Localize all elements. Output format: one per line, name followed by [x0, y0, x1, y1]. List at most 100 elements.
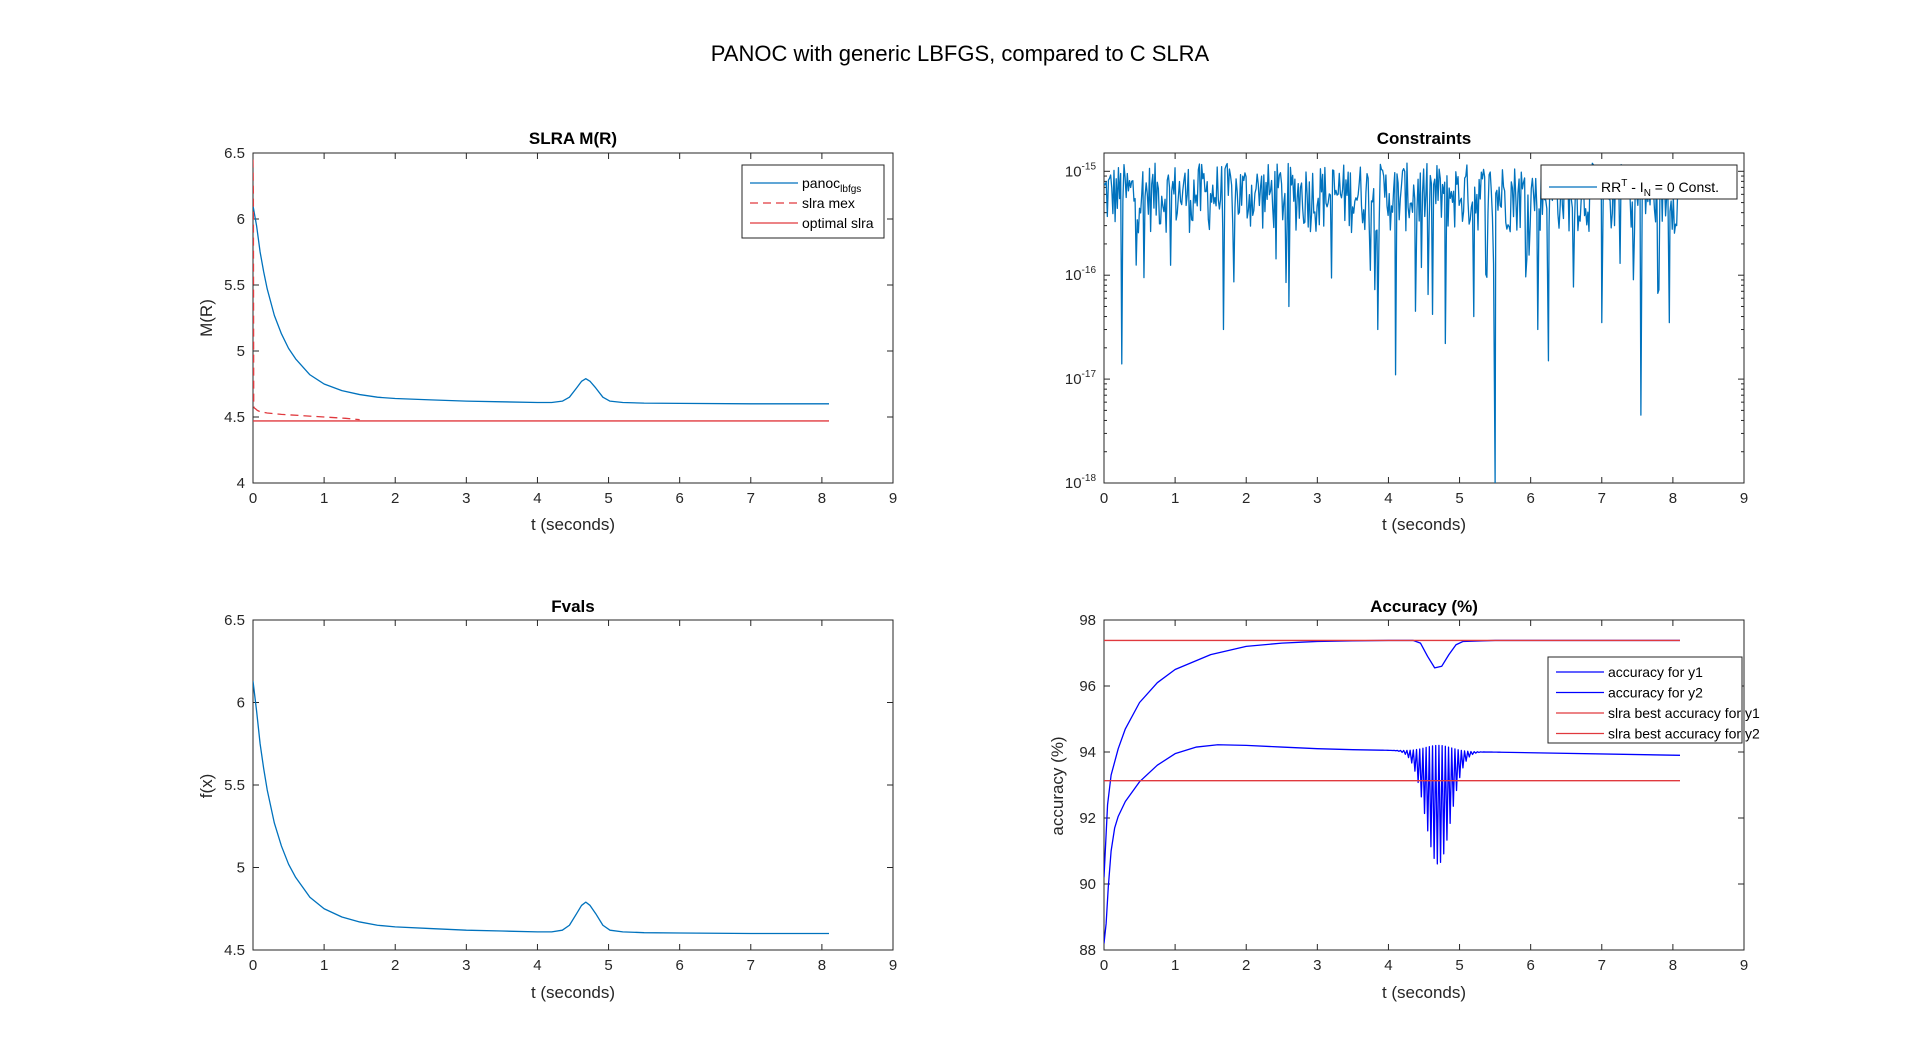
axes-box	[252, 619, 894, 951]
x-tick-label: 5	[1455, 957, 1463, 974]
legend-label: optimal slra	[802, 215, 874, 231]
y-tick-label: 4.5	[224, 409, 245, 426]
x-tick-label: 7	[1598, 957, 1606, 974]
x-tick-label: 0	[249, 490, 257, 507]
fvals-title: Fvals	[551, 597, 594, 616]
figure-title: PANOC with generic LBFGS, compared to C …	[711, 41, 1210, 66]
x-tick-label: 7	[747, 957, 755, 974]
y-tick-label: 92	[1079, 810, 1096, 827]
x-tick-label: 4	[1384, 957, 1392, 974]
slra-series-0	[253, 205, 829, 405]
x-tick-label: 2	[1242, 957, 1250, 974]
x-tick-label: 1	[1171, 490, 1179, 507]
x-tick-label: 9	[889, 490, 897, 507]
accuracy-panel: Accuracy (%) t (seconds) accuracy (%)	[1048, 597, 1478, 1002]
x-tick-label: 9	[1740, 490, 1748, 507]
x-tick-label: 6	[675, 490, 683, 507]
y-tick-label: 10-16	[1065, 265, 1097, 284]
accuracy-xlabel: t (seconds)	[1382, 983, 1466, 1002]
legend-label: slra best accuracy for y1	[1608, 705, 1760, 721]
y-tick-label: 10-18	[1065, 473, 1097, 492]
y-tick-label: 94	[1079, 744, 1096, 761]
slra-series-1	[253, 159, 360, 421]
x-tick-label: 8	[1669, 490, 1677, 507]
x-tick-label: 2	[391, 490, 399, 507]
legend-label: panoclbfgs	[802, 175, 861, 195]
y-tick-label: 88	[1079, 942, 1096, 959]
fvals-xlabel: t (seconds)	[531, 983, 615, 1002]
fvals-ylabel: f(x)	[197, 774, 216, 799]
y-tick-label: 5	[237, 343, 245, 360]
x-tick-label: 5	[604, 490, 612, 507]
x-tick-label: 1	[1171, 957, 1179, 974]
legend-box	[1540, 164, 1738, 200]
x-tick-label: 8	[818, 957, 826, 974]
slra-title: SLRA M(R)	[529, 129, 617, 148]
y-tick-label: 98	[1079, 612, 1096, 629]
constraints-xlabel: t (seconds)	[1382, 515, 1466, 534]
accuracy-ylabel: accuracy (%)	[1048, 736, 1067, 835]
x-tick-label: 4	[1384, 490, 1392, 507]
x-tick-label: 7	[1598, 490, 1606, 507]
constraints-axes: 0 1 2 3 4 5 6 7 8 9 10-18 10-17 10-16 10-15 RRT - IN =…	[1065, 152, 1748, 507]
x-tick-label: 0	[1100, 490, 1108, 507]
x-tick-label: 1	[320, 957, 328, 974]
x-tick-label: 1	[320, 490, 328, 507]
x-tick-label: 5	[1455, 490, 1463, 507]
y-tick-label: 6	[237, 211, 245, 228]
y-tick-label: 10-15	[1065, 161, 1097, 180]
x-tick-label: 8	[1669, 957, 1677, 974]
legend-label: RRT - IN = 0 Const.	[1601, 178, 1719, 199]
x-tick-label: 6	[1526, 490, 1534, 507]
accuracy-title: Accuracy (%)	[1370, 597, 1478, 616]
x-tick-label: 3	[462, 490, 470, 507]
x-tick-label: 3	[1313, 957, 1321, 974]
accuracy-legend: accuracy for y1 accuracy for y2 slra best …	[1547, 656, 1760, 744]
y-tick-label: 6.5	[224, 612, 245, 629]
x-tick-label: 3	[1313, 490, 1321, 507]
accuracy-axes: 0 1 2 3 4 5 6 7 8 9 88 90 92 94 96 98 accuracy for y1acc…	[1079, 612, 1760, 974]
x-tick-label: 8	[818, 490, 826, 507]
legend-box	[741, 164, 885, 239]
fvals-axes: 0 1 2 3 4 5 6 7 8 9 4.5 5 5.5 6 6.5	[224, 612, 897, 974]
axes-box	[1103, 619, 1745, 951]
x-tick-label: 0	[1100, 957, 1108, 974]
legend-label: slra mex	[802, 195, 855, 211]
y-tick-label: 4.5	[224, 942, 245, 959]
x-tick-label: 3	[462, 957, 470, 974]
constraints-panel: Constraints t (seconds)	[1377, 129, 1471, 534]
y-tick-label: 4	[237, 475, 245, 492]
axes-box	[1103, 152, 1745, 484]
x-tick-label: 9	[889, 957, 897, 974]
constraints-series-0	[1104, 162, 1681, 483]
x-tick-label: 9	[1740, 957, 1748, 974]
slra-ylabel: M(R)	[197, 299, 216, 337]
y-tick-label: 6	[237, 695, 245, 712]
x-tick-label: 6	[1526, 957, 1534, 974]
y-tick-label: 6.5	[224, 145, 245, 162]
legend-label: slra best accuracy for y2	[1608, 726, 1760, 742]
y-tick-label: 5.5	[224, 777, 245, 794]
x-tick-label: 2	[391, 957, 399, 974]
slra-panel: SLRA M(R) t (seconds) M(R)	[197, 129, 617, 534]
slra-xlabel: t (seconds)	[531, 515, 615, 534]
fvals-panel: Fvals t (seconds) f(x)	[197, 597, 615, 1002]
y-tick-label: 96	[1079, 678, 1096, 695]
constraints-legend: RRT - IN = 0 Const.	[1540, 164, 1738, 200]
fvals-series-0	[253, 680, 829, 935]
y-tick-label: 10-17	[1065, 369, 1097, 388]
x-tick-label: 0	[249, 957, 257, 974]
x-tick-label: 4	[533, 490, 541, 507]
x-tick-label: 6	[675, 957, 683, 974]
y-tick-label: 5.5	[224, 277, 245, 294]
legend-box	[1547, 656, 1743, 744]
y-tick-label: 90	[1079, 876, 1096, 893]
x-tick-label: 2	[1242, 490, 1250, 507]
constraints-title: Constraints	[1377, 129, 1471, 148]
legend-label: accuracy for y2	[1608, 685, 1703, 701]
x-tick-label: 4	[533, 957, 541, 974]
x-tick-label: 5	[604, 957, 612, 974]
